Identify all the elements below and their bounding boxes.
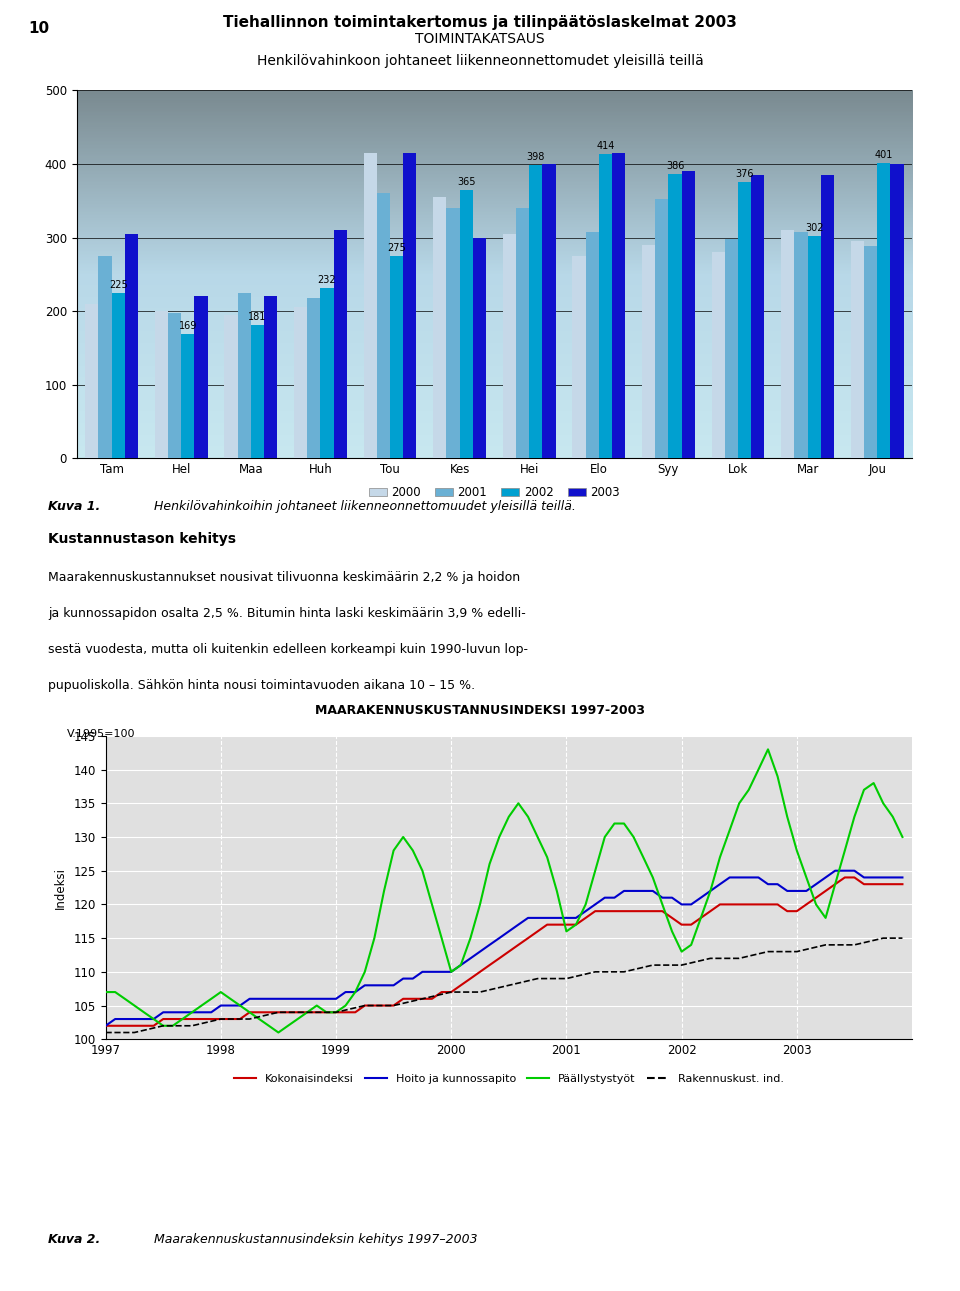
Bar [155, 311, 168, 458]
Bar [195, 297, 207, 458]
Text: Kuva 2.: Kuva 2. [48, 1233, 100, 1246]
Bar [586, 231, 599, 458]
Bar [599, 154, 612, 458]
Bar [781, 230, 794, 458]
Bar [725, 239, 738, 458]
Bar [237, 293, 251, 458]
Bar [446, 208, 460, 458]
Text: 302: 302 [805, 223, 824, 234]
Text: ja kunnossapidon osalta 2,5 %. Bitumin hinta laski keskimäärin 3,9 % edelli-: ja kunnossapidon osalta 2,5 %. Bitumin h… [48, 607, 526, 620]
Text: 232: 232 [318, 275, 336, 284]
Text: 398: 398 [527, 152, 545, 163]
Bar [433, 198, 446, 458]
Bar [98, 256, 111, 458]
Bar [321, 288, 334, 458]
Bar [668, 174, 682, 458]
Text: TOIMINTAKATSAUS: TOIMINTAKATSAUS [415, 32, 545, 46]
Bar [294, 307, 307, 458]
Text: 10: 10 [29, 21, 50, 36]
Bar [503, 234, 516, 458]
Text: MAARAKENNUSKUSTANNUSINDEKSI 1997-2003: MAARAKENNUSKUSTANNUSINDEKSI 1997-2003 [315, 704, 645, 717]
Text: 275: 275 [387, 243, 406, 253]
Text: 181: 181 [249, 312, 267, 323]
Bar [572, 256, 586, 458]
Legend: 2000, 2001, 2002, 2003: 2000, 2001, 2002, 2003 [364, 482, 625, 503]
Bar [181, 334, 195, 458]
Bar [307, 298, 321, 458]
Text: 169: 169 [179, 321, 197, 330]
Text: 401: 401 [875, 150, 893, 160]
Text: pupuoliskolla. Sähkön hinta nousi toimintavuoden aikana 10 – 15 %.: pupuoliskolla. Sähkön hinta nousi toimin… [48, 679, 475, 692]
Bar [864, 247, 877, 458]
Text: V.1995=100: V.1995=100 [67, 729, 135, 740]
Text: 414: 414 [596, 141, 614, 151]
Bar [111, 293, 125, 458]
Bar [851, 241, 864, 458]
Text: Henkilövahinkoihin johtaneet liikenneonnettomuudet yleisillä teillä.: Henkilövahinkoihin johtaneet liikenneonn… [154, 500, 575, 513]
Bar [473, 238, 486, 458]
Bar [403, 152, 417, 458]
Bar [168, 312, 181, 458]
Bar [655, 199, 668, 458]
Bar [390, 256, 403, 458]
Bar [612, 152, 625, 458]
Bar [376, 194, 390, 458]
Bar [807, 236, 821, 458]
Bar [821, 176, 834, 458]
Bar [85, 303, 98, 458]
Bar [125, 234, 138, 458]
Bar [877, 163, 891, 458]
Text: Maarakennuskustannukset nousivat tilivuonna keskimäärin 2,2 % ja hoidon: Maarakennuskustannukset nousivat tilivuo… [48, 571, 520, 584]
Text: 386: 386 [666, 161, 684, 172]
Text: 225: 225 [108, 280, 128, 289]
Text: sestä vuodesta, mutta oli kuitenkin edelleen korkeampi kuin 1990-luvun lop-: sestä vuodesta, mutta oli kuitenkin edel… [48, 643, 528, 656]
Y-axis label: Indeksi: Indeksi [54, 866, 66, 909]
Text: Henkilövahinkoon johtaneet liikenneonnettomudet yleisillä teillä: Henkilövahinkoon johtaneet liikenneonnet… [256, 54, 704, 68]
Bar [642, 245, 655, 458]
Bar [891, 164, 903, 458]
Text: Kuva 1.: Kuva 1. [48, 500, 100, 513]
Text: 376: 376 [735, 169, 754, 178]
Bar [264, 297, 277, 458]
Bar [225, 315, 237, 458]
Bar [738, 182, 752, 458]
Bar [794, 231, 807, 458]
Bar [251, 325, 264, 458]
Text: Tiehallinnon toimintakertomus ja tilinpäätöslaskelmat 2003: Tiehallinnon toimintakertomus ja tilinpä… [223, 15, 737, 31]
Bar [711, 252, 725, 458]
Bar [460, 190, 473, 458]
Bar [516, 208, 529, 458]
Bar [682, 172, 695, 458]
Text: Maarakennuskustannusindeksin kehitys 1997–2003: Maarakennuskustannusindeksin kehitys 199… [154, 1233, 477, 1246]
Text: 365: 365 [457, 177, 475, 187]
Bar [752, 176, 764, 458]
Bar [334, 230, 347, 458]
Bar [529, 165, 542, 458]
Bar [364, 152, 376, 458]
Text: Kustannustason kehitys: Kustannustason kehitys [48, 532, 236, 546]
Bar [542, 164, 556, 458]
Legend: Kokonaisindeksi, Hoito ja kunnossapito, Päällystystyöt, Rakennuskust. ind.: Kokonaisindeksi, Hoito ja kunnossapito, … [229, 1069, 788, 1088]
